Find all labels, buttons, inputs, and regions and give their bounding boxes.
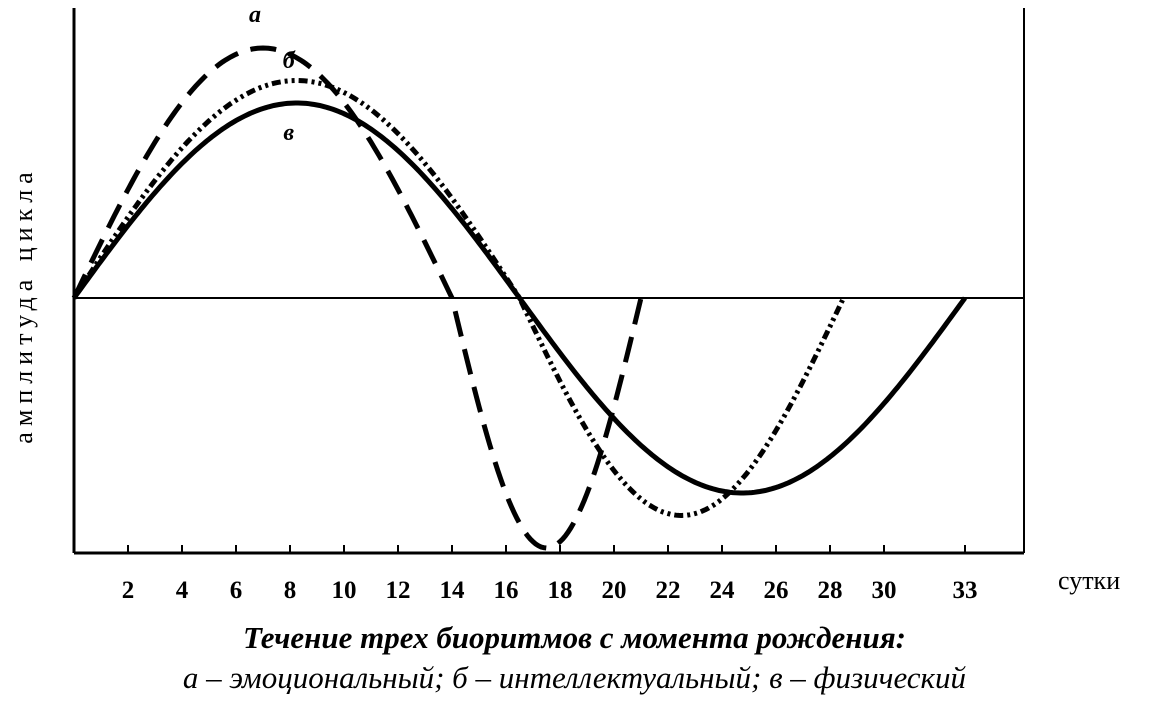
x-tick-label: 10 xyxy=(332,577,357,604)
x-tick-label: 24 xyxy=(710,577,736,604)
y-axis-label: амплитуда цикла xyxy=(9,166,38,443)
x-tick-label: 4 xyxy=(176,577,189,604)
x-axis-label: сутки xyxy=(1058,566,1120,595)
x-tick-label: 12 xyxy=(386,577,411,604)
x-tick-label: 16 xyxy=(494,577,519,604)
x-tick-label: 18 xyxy=(548,577,573,604)
x-tick-label: 28 xyxy=(818,577,843,604)
series-letters: аб в xyxy=(249,2,296,146)
x-tick-label: 20 xyxy=(602,577,627,604)
series-label-1: б xyxy=(283,48,296,74)
caption-subtitle: а – эмоциональный; б – интеллектуальный;… xyxy=(182,660,967,695)
x-tick-label: 6 xyxy=(230,577,243,604)
series-layer xyxy=(71,45,968,551)
x-tick-label: 26 xyxy=(764,577,789,604)
x-tick-label: 14 xyxy=(440,577,466,604)
x-tick-label: 2 xyxy=(122,577,135,604)
caption-title: Течение трех биоритмов с момента рождени… xyxy=(242,620,907,655)
x-tick-label: 30 xyxy=(872,577,897,604)
series-line-2 xyxy=(71,100,968,496)
series-label-0: а xyxy=(249,2,261,28)
x-tick-label: 33 xyxy=(953,577,978,604)
x-tick-label: 8 xyxy=(284,577,297,604)
series-label-2: в xyxy=(283,120,294,146)
x-tick-label: 22 xyxy=(656,577,681,604)
series-line-1 xyxy=(71,78,846,519)
x-ticks: 2 4 6 8 10 12 14 16 18 20 22 24 26 28 30 33 xyxy=(122,545,978,604)
